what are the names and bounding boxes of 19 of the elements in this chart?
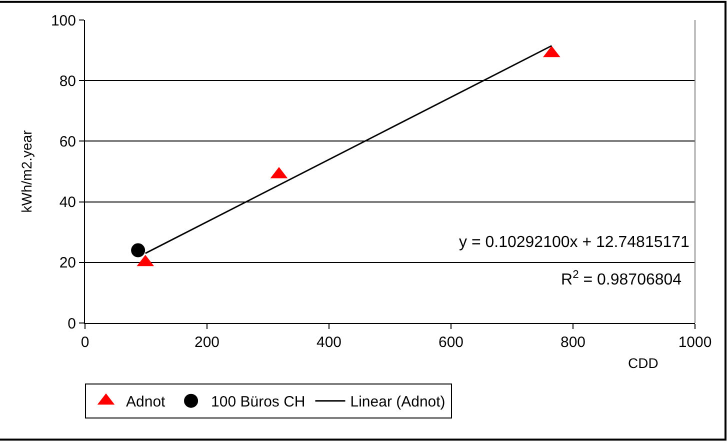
x-tick-label: 800 (560, 334, 586, 351)
annotation: R$^{2}$ = 0.98706804 (561, 269, 682, 289)
legend-label: Adnot (126, 394, 166, 411)
x-tick-label: 200 (194, 334, 220, 351)
annotation: y = 0.10292100x + 12.74815171 (459, 234, 690, 251)
x-axis-title: CDD (628, 355, 658, 371)
x-tick-label: 0 (80, 334, 90, 351)
y-tick-label: 40 (59, 194, 76, 212)
x-tick-label: 1000 (678, 334, 712, 351)
legend-label: 100 Büros CH (211, 394, 306, 411)
y-tick-label: 0 (68, 315, 76, 332)
y-axis-title: kWh/m2.year (18, 130, 35, 213)
y-tick-label: 80 (59, 72, 76, 90)
legend-label: Linear (Adnot) (350, 394, 446, 411)
x-tick-label: 400 (316, 334, 342, 351)
x-tick-label: 600 (438, 334, 464, 351)
y-tick-label: 20 (59, 254, 76, 272)
y-tick-label: 60 (59, 133, 76, 150)
y-tick-label: 100 (50, 12, 76, 30)
